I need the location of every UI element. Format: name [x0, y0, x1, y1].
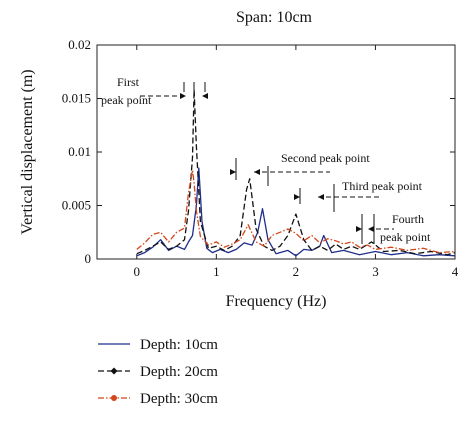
annotation-third-arrow-b — [318, 194, 324, 200]
annotation-fourth-arrow-a — [356, 226, 362, 232]
x-tick-label: 4 — [452, 264, 459, 279]
annotation-labels: First peak point Second peak point Third… — [101, 75, 431, 244]
legend-marker-2 — [110, 367, 118, 375]
y-tick-label: 0.02 — [68, 37, 91, 52]
x-axis: 0 1 2 3 4 — [134, 45, 459, 279]
legend-label-3: Depth: 30cm — [140, 391, 218, 407]
legend-marker-3 — [111, 395, 117, 401]
annotation-fourth-label-top: Fourth — [392, 212, 424, 226]
x-axis-title: Frequency (Hz) — [226, 293, 327, 310]
legend-label-2: Depth: 20cm — [140, 364, 218, 380]
x-tick-label: 1 — [213, 264, 220, 279]
annotation-second-arrow-b — [254, 169, 260, 175]
legend-label-1: Depth: 10cm — [140, 337, 218, 353]
series-layer — [136, 89, 455, 257]
y-axis: 0 0.005 0.01 0.015 0.02 — [62, 37, 455, 266]
y-tick-label: 0 — [85, 251, 92, 266]
y-tick-label: 0.01 — [68, 144, 91, 159]
series-line-3 — [136, 169, 455, 254]
annotation-fourth-label-bottom: peak point — [380, 230, 431, 244]
plot-frame — [96, 44, 456, 260]
x-tick-label: 2 — [293, 264, 300, 279]
series-line-2 — [136, 89, 455, 256]
y-axis-title: Vertical displacement (m) — [19, 69, 36, 234]
annotation-third-arrow-a — [294, 194, 300, 200]
annotation-third-label: Third peak point — [342, 179, 423, 193]
annotation-first-arrow-b — [202, 93, 208, 99]
y-tick-label: 0.005 — [62, 198, 91, 213]
annotation-fourth-arrow-b — [368, 226, 374, 232]
annotation-first-label-top: First — [117, 75, 140, 89]
annotation-second-arrow-a — [230, 169, 236, 175]
x-tick-label: 3 — [372, 264, 379, 279]
annotation-first-arrow-a — [180, 93, 186, 99]
legend: Depth: 10cm Depth: 20cm Depth: 30cm — [98, 337, 218, 407]
chart-title: Span: 10cm — [236, 9, 313, 26]
y-tick-label: 0.015 — [62, 91, 91, 106]
annotations — [140, 82, 394, 244]
annotation-second-label: Second peak point — [281, 151, 370, 165]
x-tick-label: 0 — [134, 264, 141, 279]
annotation-first-label-bottom: peak point — [101, 93, 152, 107]
